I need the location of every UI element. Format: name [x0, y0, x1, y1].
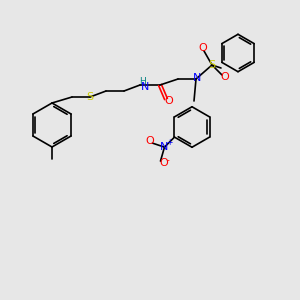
Text: S: S: [86, 92, 94, 102]
Text: O: O: [145, 136, 154, 146]
Text: O: O: [159, 158, 168, 168]
Text: -: -: [167, 157, 170, 166]
Text: N: N: [193, 73, 201, 83]
Text: H: H: [139, 76, 145, 85]
Text: O: O: [199, 43, 207, 53]
Text: O: O: [165, 96, 173, 106]
Text: S: S: [208, 60, 216, 70]
Text: +: +: [166, 138, 173, 147]
Text: O: O: [220, 72, 230, 82]
Text: N: N: [160, 142, 169, 152]
Text: N: N: [141, 82, 149, 92]
